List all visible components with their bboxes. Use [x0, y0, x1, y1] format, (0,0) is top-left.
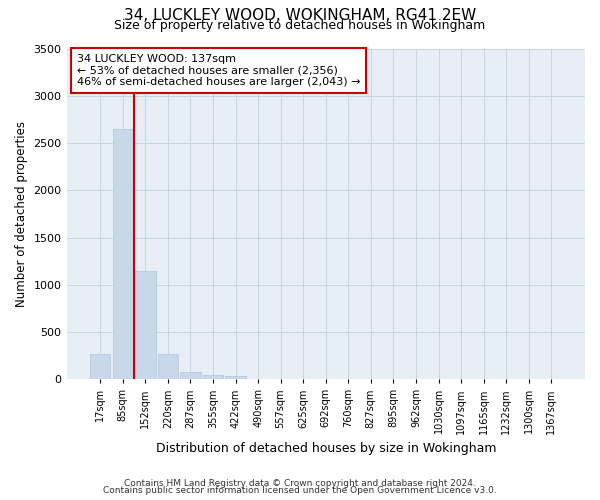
Bar	[135, 270, 155, 379]
X-axis label: Distribution of detached houses by size in Wokingham: Distribution of detached houses by size …	[155, 442, 496, 455]
Bar	[90, 354, 110, 379]
Text: 34 LUCKLEY WOOD: 137sqm
← 53% of detached houses are smaller (2,356)
46% of semi: 34 LUCKLEY WOOD: 137sqm ← 53% of detache…	[77, 54, 361, 87]
Text: Contains HM Land Registry data © Crown copyright and database right 2024.: Contains HM Land Registry data © Crown c…	[124, 478, 476, 488]
Bar	[113, 129, 133, 379]
Bar	[158, 354, 178, 379]
Y-axis label: Number of detached properties: Number of detached properties	[15, 121, 28, 307]
Text: Contains public sector information licensed under the Open Government Licence v3: Contains public sector information licen…	[103, 486, 497, 495]
Text: Size of property relative to detached houses in Wokingham: Size of property relative to detached ho…	[115, 18, 485, 32]
Bar	[203, 375, 223, 379]
Text: 34, LUCKLEY WOOD, WOKINGHAM, RG41 2EW: 34, LUCKLEY WOOD, WOKINGHAM, RG41 2EW	[124, 8, 476, 22]
Bar	[181, 372, 200, 379]
Bar	[226, 376, 246, 379]
